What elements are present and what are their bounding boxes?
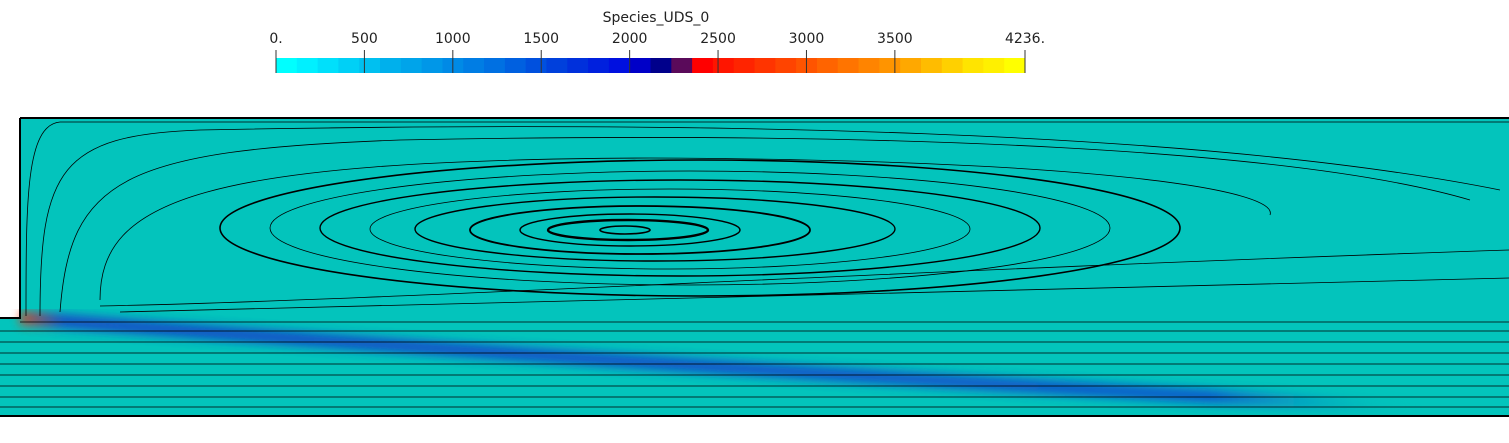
colorbar-swatch	[733, 58, 756, 73]
streamline	[369, 188, 971, 270]
colorbar-swatch	[671, 58, 693, 73]
colorbar-title: Species_UDS_0	[603, 10, 710, 26]
colorbar-swatch	[380, 58, 402, 73]
colorbar-tick-label: 2000	[612, 31, 648, 47]
colorbar-tick-label: 3000	[789, 31, 825, 47]
colorbar-swatch	[525, 58, 547, 73]
colorbar-tick-label: 3500	[877, 31, 913, 47]
colorbar-swatch	[754, 58, 776, 73]
colorbar-swatch	[941, 58, 964, 73]
colorbar-swatch	[588, 58, 610, 73]
flow-domain	[0, 117, 1509, 417]
streamline	[546, 218, 710, 242]
colorbar-swatch	[837, 58, 860, 73]
domain-outline	[0, 117, 1509, 417]
colorbar-swatch	[920, 58, 943, 73]
colorbar-swatch	[692, 58, 714, 73]
colorbar-swatch	[317, 58, 339, 73]
colorbar-tick-label: 2500	[700, 31, 736, 47]
colorbar-swatch	[962, 58, 984, 73]
concentration-plume	[19, 311, 1421, 415]
colorbar-swatch	[1004, 58, 1026, 73]
colorbar-tick-label: 4236.	[1005, 31, 1045, 47]
colorbar-swatch	[338, 58, 360, 73]
streamline	[319, 179, 1041, 277]
colorbar-tick-label: 500	[351, 31, 378, 47]
streamline	[59, 137, 1471, 313]
streamline	[519, 213, 741, 247]
colorbar-swatch	[567, 58, 589, 73]
colorbar-swatch	[276, 58, 298, 73]
colorbar-swatch	[608, 58, 631, 73]
colorbar-swatch	[296, 58, 319, 73]
colorbar-swatch	[463, 58, 485, 73]
colorbar-swatch	[650, 58, 672, 73]
streamline	[469, 205, 811, 255]
streamline	[39, 126, 1501, 317]
streamlines	[0, 121, 1509, 408]
colorbar-tick-label: 0.	[269, 31, 282, 47]
streamline	[269, 170, 1111, 286]
colorbar-swatch	[400, 58, 423, 73]
colorbar-swatch	[359, 58, 381, 73]
colorbar-swatch	[421, 58, 443, 73]
streamline	[599, 225, 651, 235]
colorbar-swatch	[816, 58, 839, 73]
colorbar-swatch	[546, 58, 568, 73]
colorbar-tick-label: 1000	[435, 31, 471, 47]
streamline	[25, 121, 1509, 317]
colorbar-swatch	[712, 58, 735, 73]
colorbar-swatch	[879, 58, 901, 73]
colorbar-swatch	[629, 58, 651, 73]
colorbar-swatch	[484, 58, 506, 73]
colorbar-swatch	[775, 58, 797, 73]
streamline	[219, 159, 1181, 297]
streamline	[414, 196, 896, 262]
streamline	[99, 249, 1509, 307]
colorbar-swatch	[900, 58, 922, 73]
streamline	[99, 157, 1271, 301]
colorbar-swatch	[983, 58, 1005, 73]
colorbar-tick-label: 1500	[523, 31, 559, 47]
colorbar-swatch	[858, 58, 880, 73]
colorbar-swatch	[504, 58, 527, 73]
